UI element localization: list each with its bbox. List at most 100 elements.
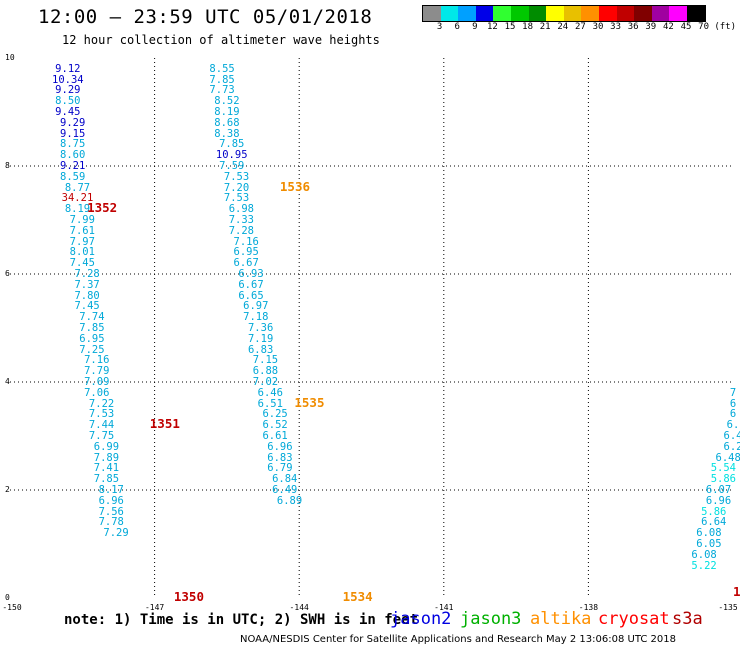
- wave-height-value: 7.44: [88, 419, 115, 432]
- legend-label: 33: [610, 22, 622, 32]
- wave-height-value: 8.19: [214, 106, 240, 118]
- map-subtitle: 12 hour collection of altimeter wave hei…: [62, 33, 380, 47]
- wave-height-value: 6.96: [705, 494, 732, 507]
- legend-swatch: [510, 6, 529, 21]
- wave-height-value: 7.73: [209, 84, 235, 97]
- wave-height-value: 6.65: [238, 289, 264, 302]
- legend-swatch: [581, 6, 599, 21]
- wave-height-value: 7.45: [69, 257, 95, 270]
- wave-height-value: 8.19: [64, 203, 91, 216]
- wave-height-value: 7.29: [103, 527, 129, 540]
- wave-height-value: 7.06: [84, 386, 110, 399]
- x-tick-label: -138: [578, 603, 599, 612]
- wave-height-value: 6.07: [705, 484, 732, 496]
- wave-height-value: 6.96: [267, 440, 293, 453]
- wave-height-value: 7.53: [223, 192, 250, 205]
- wave-height-value: 34.21: [61, 192, 94, 205]
- wave-height-value: 8.38: [214, 127, 240, 140]
- wave-height-value: 7.74: [79, 311, 105, 324]
- wave-height-value: 7: [729, 386, 737, 399]
- wave-height-value: 6.93: [238, 268, 264, 280]
- satellite-jason2: jason2: [390, 609, 452, 629]
- y-tick-label: 6: [5, 269, 10, 278]
- legend-label: 36: [627, 22, 639, 32]
- y-tick-label: 10: [5, 53, 15, 62]
- footer-credit: NOAA/NESDIS Center for Satellite Applica…: [240, 634, 676, 645]
- wave-height-value: 7.78: [98, 516, 124, 529]
- wave-height-value: 8.50: [55, 95, 81, 108]
- pass-time-label: 1534: [342, 589, 373, 604]
- y-tick-label: 8: [5, 161, 10, 170]
- wave-height-value: 5.22: [691, 559, 717, 572]
- wave-height-value: 6.95: [233, 246, 259, 259]
- wave-height-value: 6.08: [696, 527, 722, 540]
- wave-height-value: 7.33: [228, 214, 255, 226]
- wave-height-value: 5.54: [710, 462, 737, 475]
- wave-height-value: 7.61: [69, 224, 95, 237]
- legend-swatch: [528, 6, 547, 21]
- wave-height-value: 7.89: [93, 451, 120, 464]
- wave-height-value: 9.45: [55, 106, 81, 118]
- wave-height-value: 9.21: [60, 160, 86, 172]
- wave-height-value: 6.97: [243, 300, 269, 313]
- wave-height-color-legend: [422, 5, 706, 22]
- legend-label: 15: [504, 22, 516, 32]
- wave-height-value: 6.49: [272, 484, 298, 496]
- x-tick-label: -147: [144, 603, 165, 612]
- legend-swatch: [669, 6, 687, 21]
- wave-height-value: 7.37: [74, 278, 100, 291]
- legend-label: (ft): [714, 22, 737, 32]
- wave-height-value: 7.53: [223, 170, 250, 183]
- legend-label: 30: [592, 22, 604, 32]
- wave-height-value: 7.75: [88, 430, 115, 442]
- wave-height-value: 6.25: [262, 408, 288, 421]
- satellite-altika: altika: [530, 609, 592, 629]
- wave-height-value: 7.20: [223, 181, 250, 194]
- x-tick-label: -141: [434, 603, 454, 612]
- wave-height-value: 8.75: [60, 138, 86, 151]
- wave-height-value: 6.: [726, 419, 740, 432]
- wave-height-value: 7.02: [252, 376, 279, 388]
- legend-swatch: [651, 6, 670, 21]
- wave-height-value: 6.83: [267, 451, 293, 464]
- wave-height-value: 6.46: [257, 386, 283, 399]
- wave-height-value: 7.36: [247, 322, 274, 334]
- wave-height-value: 7.53: [88, 408, 115, 421]
- y-tick-label: 2: [5, 485, 10, 494]
- y-tick-label: 4: [5, 377, 10, 386]
- wave-height-value: 7.79: [84, 365, 110, 378]
- wave-height-value: 7.45: [74, 300, 100, 313]
- wave-height-value: 9.12: [55, 62, 81, 75]
- wave-height-value: 7.41: [93, 462, 120, 475]
- pass-time-label: 1352: [87, 200, 118, 216]
- wave-height-value: 5.86: [701, 505, 727, 518]
- legend-label: 45: [680, 22, 692, 32]
- wave-height-value: 8.59: [60, 170, 86, 183]
- legend-label: 21: [539, 22, 551, 32]
- pass-time-label: 1351: [149, 416, 180, 432]
- wave-height-value: 6: [729, 408, 737, 421]
- wave-height-value: 6.67: [233, 257, 259, 270]
- legend-label: 18: [522, 22, 534, 32]
- legend-label: 70: [698, 22, 710, 32]
- legend-label: 12: [486, 22, 498, 32]
- satellite-s3a: s3a: [672, 609, 703, 629]
- wave-height-value: 8.77: [64, 181, 91, 194]
- wave-height-value: 6.4: [723, 430, 740, 442]
- wave-height-value: 6.83: [247, 343, 274, 356]
- x-tick-label: -135: [718, 603, 738, 612]
- legend-label: 27: [574, 22, 586, 32]
- legend-swatch: [546, 6, 564, 21]
- legend-label: 42: [662, 22, 674, 32]
- legend-swatch: [616, 6, 635, 21]
- map-title: 12:00 – 23:59 UTC 05/01/2018: [38, 6, 373, 28]
- wave-height-value: 6.99: [93, 440, 120, 453]
- legend-swatch: [440, 6, 459, 21]
- wave-height-value: 10.34: [52, 73, 84, 86]
- wave-height-value: 7.85: [209, 73, 235, 86]
- wave-height-value: 6.98: [228, 203, 255, 216]
- wave-height-value: 6.52: [262, 419, 288, 432]
- wave-height-value: 6.48: [715, 451, 740, 464]
- wave-height-value: 9.15: [60, 127, 86, 140]
